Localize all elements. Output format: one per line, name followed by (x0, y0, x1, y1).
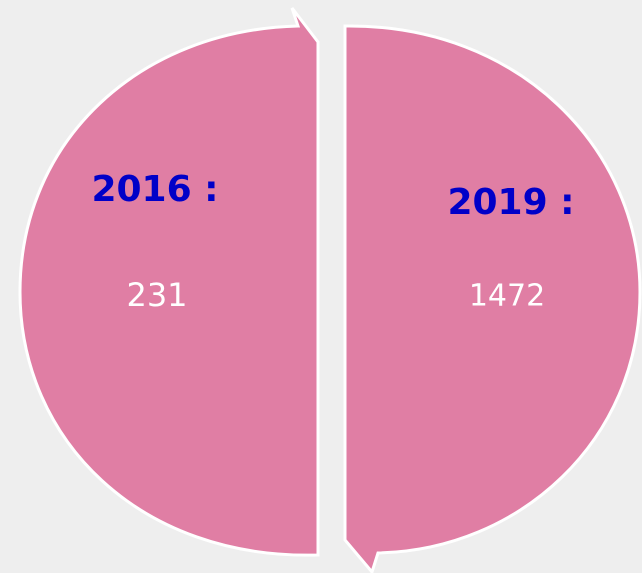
right-arrow-shape (343, 24, 642, 573)
count-value: 1472 (469, 279, 545, 314)
year-label: 2016 : (91, 169, 218, 210)
count-value: 231 (126, 276, 187, 314)
year-label: 2019 : (447, 182, 574, 223)
left-arrow-shape (18, 7, 320, 557)
